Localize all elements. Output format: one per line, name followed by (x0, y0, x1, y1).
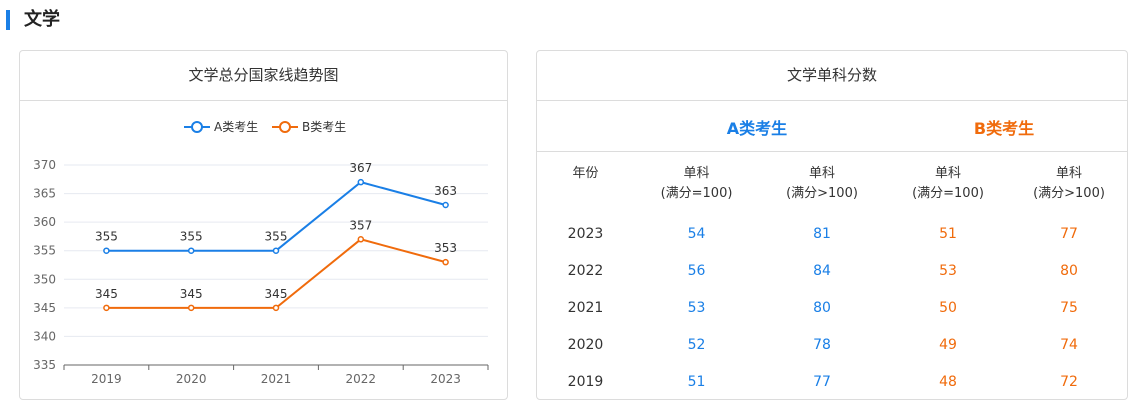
data-label: 357 (349, 218, 372, 232)
data-point (357, 236, 365, 243)
type-b-label: B类考生 (973, 119, 1035, 138)
data-point (442, 201, 449, 209)
y-tick-label: 370 (33, 158, 56, 172)
data-point (103, 247, 110, 254)
cell-a-over100: 80 (813, 299, 831, 316)
data-point (187, 304, 195, 312)
data-point (357, 178, 365, 186)
cell-a-over100: 77 (813, 373, 831, 390)
header-a-full100: 单科 (满分=100) (660, 166, 733, 201)
header-a-over100: 单科 (满分>100) (786, 166, 858, 201)
legend-label: A类考生 (214, 120, 258, 134)
cell-b-full100: 50 (939, 299, 957, 316)
legend-marker (191, 121, 203, 133)
cell-b-full100: 48 (939, 373, 957, 390)
cell-year: 2021 (567, 299, 604, 316)
cell-year: 2020 (567, 336, 604, 353)
cell-year: 2023 (567, 225, 604, 242)
cell-a-over100: 84 (813, 262, 831, 279)
table-row: 2019 51 77 48 72 (537, 363, 1127, 400)
cell-a-full100: 56 (687, 262, 706, 279)
header-b-over100: 单科 (满分>100) (1033, 166, 1105, 201)
data-label: 363 (434, 184, 457, 198)
cell-b-over100: 74 (1060, 336, 1078, 353)
y-tick-label: 355 (33, 244, 56, 258)
type-a-label: A类考生 (726, 119, 788, 138)
data-label: 345 (180, 287, 203, 301)
cell-b-full100: 49 (939, 336, 957, 353)
y-tick-label: 360 (33, 215, 56, 229)
table-row: 2020 52 78 49 74 (537, 326, 1127, 363)
cell-b-over100: 77 (1060, 225, 1078, 242)
section-accent-bar (6, 10, 10, 30)
data-label: 355 (265, 230, 288, 244)
table-row: 2023 54 81 51 77 (537, 215, 1127, 252)
table-row: 2022 56 84 53 80 (537, 252, 1127, 289)
cell-a-full100: 54 (687, 225, 706, 242)
cell-b-full100: 53 (939, 262, 957, 279)
legend-label: B类考生 (302, 120, 346, 134)
chart-card: 文学总分国家线趋势图 335 340 345 350 355 360 365 370 2019 2… (19, 50, 508, 400)
x-tick-label: 2023 (430, 372, 461, 386)
cell-b-over100: 72 (1060, 373, 1078, 390)
data-label: 345 (265, 287, 288, 301)
data-label: 367 (349, 161, 372, 175)
data-point (442, 258, 449, 266)
data-point (103, 304, 110, 312)
cell-b-over100: 80 (1060, 262, 1078, 279)
header-year: 年份 (572, 166, 599, 181)
y-tick-label: 345 (33, 301, 56, 315)
table-card-title: 文学单科分数 (537, 51, 1127, 101)
cell-a-full100: 53 (687, 299, 706, 316)
x-tick-label: 2019 (91, 372, 122, 386)
legend-marker (279, 121, 291, 133)
data-label: 345 (95, 287, 118, 301)
data-point (272, 304, 280, 312)
data-label: 355 (180, 230, 203, 244)
score-table: 年份 单科 (满分=100) 单科 (满分>100) 单科 (满分=100) 单科 (满… (537, 152, 1127, 400)
cell-year: 2022 (567, 262, 604, 279)
cell-b-full100: 51 (939, 225, 957, 242)
table-row: 2021 53 80 50 75 (537, 289, 1127, 326)
table-header-row: 年份 单科 (满分=100) 单科 (满分>100) 单科 (满分=100) 单科 (满… (537, 152, 1127, 215)
data-label: 353 (434, 241, 457, 255)
table-card: 文学单科分数 A类考生 B类考生 年份 单科 (满分=100) 单科 (满分>100… (536, 50, 1128, 400)
cell-a-over100: 81 (813, 225, 831, 242)
cell-a-over100: 78 (813, 336, 831, 353)
trend-line-chart: 335 340 345 350 355 360 365 370 2019 2020 2021 2022… (33, 120, 489, 386)
y-tick-label: 340 (33, 329, 56, 343)
section-header: 文学 (0, 0, 1138, 40)
cell-a-full100: 51 (687, 373, 706, 390)
cell-b-over100: 75 (1060, 299, 1078, 316)
header-b-full100: 单科 (满分=100) (912, 166, 984, 201)
y-tick-label: 365 (33, 187, 56, 201)
candidate-type-row: A类考生 B类考生 (537, 101, 1127, 152)
data-point (187, 247, 195, 254)
x-tick-label: 2020 (176, 372, 207, 386)
cell-a-full100: 52 (687, 336, 706, 353)
data-label: 355 (95, 230, 118, 244)
y-tick-label: 335 (33, 358, 56, 372)
x-tick-label: 2022 (346, 372, 377, 386)
chart-card-title: 文学总分国家线趋势图 (20, 51, 507, 101)
section-title: 文学 (24, 9, 60, 30)
x-tick-label: 2021 (261, 372, 292, 386)
data-point (272, 247, 280, 254)
cell-year: 2019 (567, 373, 604, 390)
y-tick-label: 350 (33, 272, 56, 286)
